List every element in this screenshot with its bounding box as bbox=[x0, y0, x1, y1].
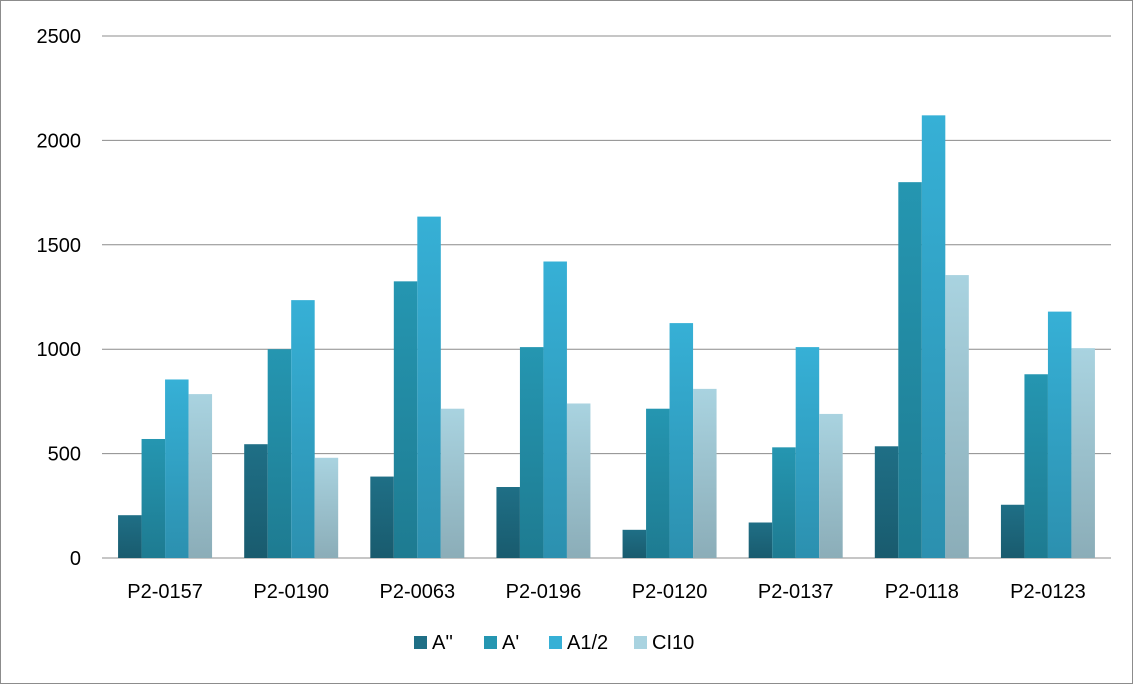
bar bbox=[370, 476, 394, 558]
legend-label: CI10 bbox=[652, 632, 694, 654]
x-tick-label: P2-0118 bbox=[885, 581, 959, 603]
bar bbox=[165, 379, 189, 558]
bar bbox=[874, 446, 899, 558]
legend-label: A1/2 bbox=[567, 632, 608, 654]
x-tick-label: P2-0196 bbox=[506, 581, 582, 603]
bar bbox=[945, 275, 969, 558]
bar bbox=[646, 408, 670, 558]
bar bbox=[622, 529, 647, 558]
legend-swatch bbox=[549, 636, 562, 649]
y-tick-label: 1000 bbox=[37, 339, 82, 361]
bar bbox=[543, 261, 567, 558]
legend: A'' A' A1/2 CI10 bbox=[414, 632, 694, 654]
bar bbox=[898, 182, 922, 558]
y-tick-label: 500 bbox=[48, 444, 81, 466]
y-tick-label: 2500 bbox=[37, 26, 82, 48]
bar bbox=[1024, 374, 1048, 558]
x-tick-label: P2-0063 bbox=[380, 581, 456, 603]
x-tick-label: P2-0190 bbox=[253, 581, 329, 603]
bars bbox=[118, 115, 1095, 559]
x-tick-label: P2-0137 bbox=[758, 581, 834, 603]
bar bbox=[921, 115, 946, 559]
legend-swatch bbox=[484, 636, 497, 649]
y-tick-label: 1500 bbox=[37, 235, 82, 257]
bar bbox=[693, 388, 717, 558]
y-axis-ticks: 0 500 1000 1500 2000 2500 bbox=[37, 26, 82, 570]
bar bbox=[1047, 311, 1072, 558]
bar bbox=[314, 457, 339, 558]
bar bbox=[496, 487, 520, 558]
legend-swatch bbox=[414, 636, 427, 649]
x-axis-ticks: P2-0157 P2-0190 P2-0063 P2-0196 P2-0120 P2-01… bbox=[127, 581, 1086, 603]
bar bbox=[188, 394, 213, 558]
legend-label: A'' bbox=[432, 632, 453, 654]
bar bbox=[244, 444, 268, 558]
x-tick-label: P2-0123 bbox=[1010, 581, 1086, 603]
legend-swatch bbox=[634, 636, 647, 649]
bar bbox=[748, 522, 773, 558]
legend-label: A' bbox=[502, 632, 519, 654]
bar bbox=[417, 216, 441, 558]
y-tick-label: 2000 bbox=[37, 130, 82, 152]
bar bbox=[393, 281, 418, 558]
bar bbox=[118, 515, 142, 558]
bar bbox=[566, 403, 591, 558]
x-tick-label: P2-0157 bbox=[127, 581, 203, 603]
bar bbox=[669, 323, 694, 558]
bar bbox=[267, 349, 292, 558]
bar bbox=[141, 438, 166, 558]
bar bbox=[819, 413, 843, 558]
bar bbox=[291, 300, 315, 558]
bar bbox=[519, 347, 544, 558]
bar bbox=[772, 447, 796, 558]
y-tick-label: 0 bbox=[70, 548, 81, 570]
bar bbox=[1071, 348, 1095, 558]
x-tick-label: P2-0120 bbox=[632, 581, 708, 603]
bar bbox=[440, 408, 465, 558]
bar bbox=[795, 347, 820, 558]
bar bbox=[1000, 504, 1025, 558]
